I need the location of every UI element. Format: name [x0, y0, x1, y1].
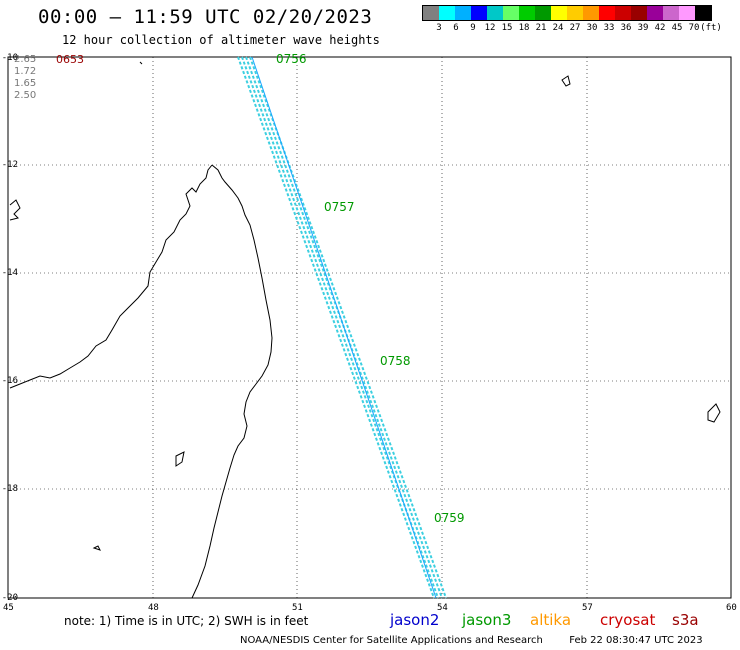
track-line [237, 56, 435, 599]
legend-swatch [551, 6, 567, 20]
satellite-track [237, 56, 447, 599]
corner-value: 1.72 [14, 66, 37, 77]
legend-swatch [423, 6, 439, 20]
lon-label-54: 54 [437, 603, 448, 613]
legend-label: 33 [603, 23, 615, 33]
track-time-label: 0758 [380, 354, 411, 368]
legend-label: 3 [436, 23, 442, 33]
footer-credit: NOAA/NESDIS Center for Satellite Applica… [240, 635, 703, 646]
legend-swatch [647, 6, 663, 20]
corner-value: 2.50 [14, 90, 37, 101]
corner-value: 1.65 [14, 78, 37, 89]
legend-swatch [663, 6, 679, 20]
track-time-label: 0759 [434, 511, 465, 525]
map-title: 00:00 – 11:59 UTC 02/20/2023 [38, 6, 373, 28]
lon-label-45: 45 [3, 603, 14, 613]
legend-swatch [567, 6, 583, 20]
legend-swatch [503, 6, 519, 20]
credit-org: NOAA/NESDIS Center for Satellite Applica… [240, 635, 543, 646]
legend-swatches [422, 5, 712, 21]
madagascar-coastline [9, 164, 273, 599]
legend-swatch [535, 6, 551, 20]
lon-label-60: 60 [726, 603, 737, 613]
legend-swatch [439, 6, 455, 20]
credit-timestamp: Feb 22 08:30:47 UTC 2023 [569, 635, 703, 646]
lon-label-51: 51 [292, 603, 303, 613]
lat-label-10: -10 [1, 53, 18, 63]
corner-time-label: 0653 [56, 53, 84, 66]
lat-label-16: -16 [1, 376, 18, 386]
lon-label-57: 57 [582, 603, 593, 613]
legend-swatch [519, 6, 535, 20]
legend-label: 6 [453, 23, 459, 33]
legend-swatch [471, 6, 487, 20]
legend-swatch [679, 6, 695, 20]
lat-label-12: -12 [1, 160, 18, 170]
legend-swatch [631, 6, 647, 20]
corner-value: 2.65 [14, 54, 37, 65]
legend-label: 12 [484, 23, 496, 33]
satellite-jason3: jason3 [462, 611, 512, 629]
track-core-line [251, 56, 437, 599]
legend-label: 24 [552, 23, 564, 33]
map-subtitle: 12 hour collection of altimeter wave hei… [62, 33, 380, 47]
legend-label: (ft) [700, 23, 722, 33]
legend-swatch [599, 6, 615, 20]
legend-label: 36 [620, 23, 632, 33]
legend-label: 39 [637, 23, 649, 33]
legend-labels: 3 6 9 12 15 18 21 24 27 30 33 36 39 42 45 70 (ft) [422, 23, 722, 35]
legend-swatch [695, 6, 711, 20]
legend-label: 9 [470, 23, 476, 33]
lat-label-18: -18 [1, 484, 18, 494]
wave-height-legend: 3 6 9 12 15 18 21 24 27 30 33 36 39 42 45 70 (ft) [422, 5, 722, 35]
legend-swatch [487, 6, 503, 20]
satellite-cryosat: cryosat [600, 611, 656, 629]
legend-label: 18 [518, 23, 530, 33]
track-time-label: 0757 [324, 200, 355, 214]
lon-label-48: 48 [148, 603, 159, 613]
legend-label: 30 [586, 23, 598, 33]
legend-swatch [615, 6, 631, 20]
legend-label: 15 [501, 23, 513, 33]
legend-swatch [583, 6, 599, 20]
legend-label: 70 [688, 23, 700, 33]
track-time-label: 0756 [276, 52, 307, 66]
lat-label-14: -14 [1, 268, 18, 278]
small-islands [9, 61, 721, 551]
legend-label: 27 [569, 23, 581, 33]
legend-label: 21 [535, 23, 547, 33]
legend-swatch [455, 6, 471, 20]
map-frame [7, 56, 732, 599]
satellite-s3a: s3a [672, 611, 699, 629]
lat-label-20: -20 [1, 593, 18, 603]
legend-label: 45 [671, 23, 683, 33]
graticule [8, 57, 731, 598]
footer-note: note: 1) Time is in UTC; 2) SWH is in fe… [64, 614, 309, 628]
satellite-jason2: jason2 [390, 611, 440, 629]
track-line [241, 56, 439, 599]
satellite-altika: altika [530, 611, 572, 629]
legend-label: 42 [654, 23, 666, 33]
